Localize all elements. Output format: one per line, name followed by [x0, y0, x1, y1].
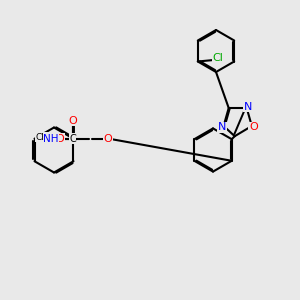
Text: C: C: [69, 134, 76, 144]
Text: O: O: [56, 134, 64, 144]
Text: O: O: [68, 116, 77, 126]
Text: O: O: [103, 134, 112, 144]
Text: O: O: [249, 122, 258, 133]
Text: NH: NH: [43, 134, 59, 144]
Text: N: N: [244, 101, 252, 112]
Text: Cl: Cl: [213, 53, 224, 64]
Text: CH₃: CH₃: [35, 133, 52, 142]
Text: N: N: [218, 122, 226, 133]
